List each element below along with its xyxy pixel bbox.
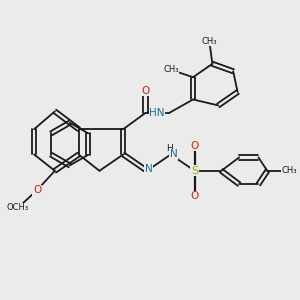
Text: N: N [170,149,178,160]
Text: O: O [190,140,199,151]
Text: O: O [190,191,199,201]
Text: CH₃: CH₃ [202,37,217,46]
Text: O: O [33,185,41,195]
Text: N: N [145,164,152,174]
Text: OCH₃: OCH₃ [7,203,29,212]
Text: H: H [166,144,173,153]
Text: O: O [141,85,150,96]
Text: S: S [191,166,198,176]
Text: HN: HN [149,108,165,118]
Text: CH₃: CH₃ [163,65,178,74]
Text: CH₃: CH₃ [282,166,297,175]
